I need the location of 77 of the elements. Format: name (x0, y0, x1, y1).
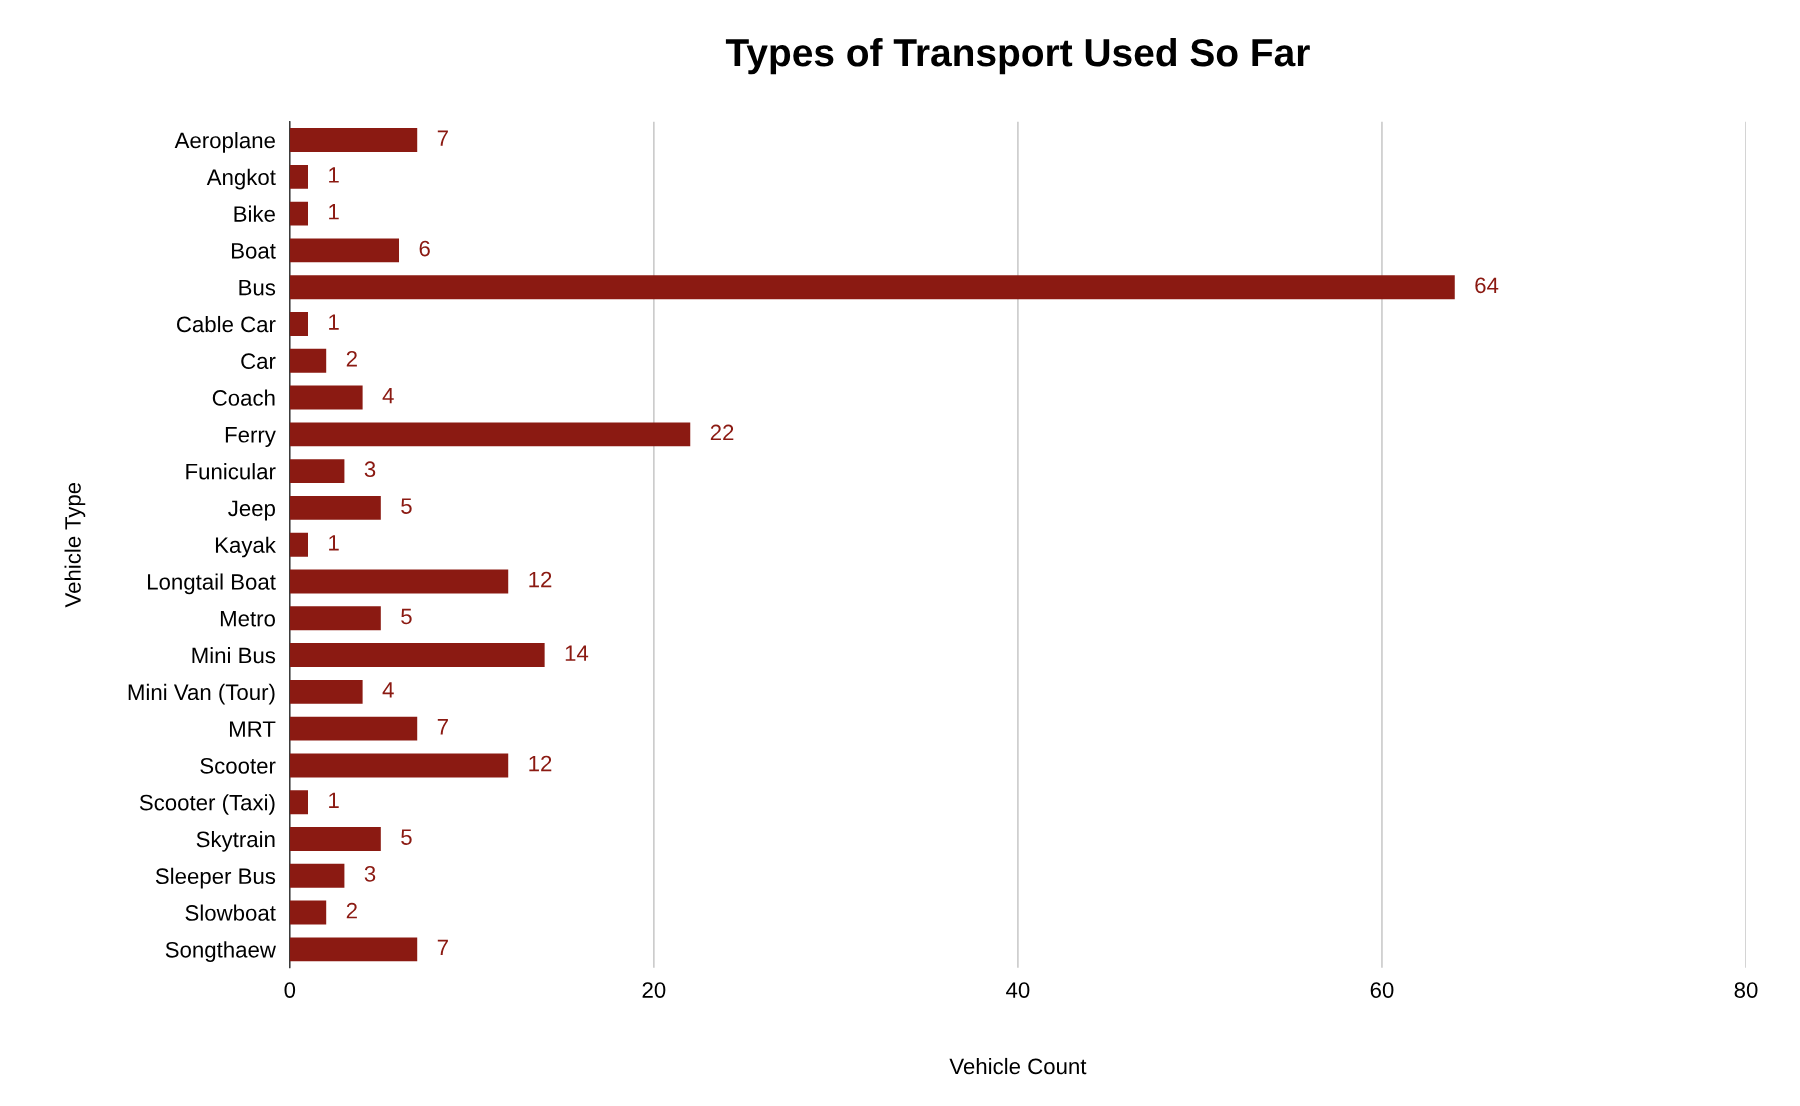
y-tick-label: Bus (239, 279, 276, 296)
data-label: 7 (437, 939, 448, 956)
y-tick-label: Bike (234, 205, 275, 222)
y-tick-label: Boat (232, 243, 276, 259)
y-tick-label: Sleeper Bus (155, 867, 276, 889)
data-label: 1 (329, 204, 339, 220)
x-tick-label: 40 (1006, 982, 1030, 998)
bar (289, 238, 400, 263)
bar (289, 827, 381, 851)
data-label: 3 (364, 866, 376, 882)
y-tick-label: Metro (220, 611, 275, 627)
data-label: 64 (1475, 277, 1499, 294)
y-tick-label: Coach (212, 389, 275, 406)
y-tick-label: Scooter (200, 757, 276, 774)
y-tick-label: Kayak (215, 536, 276, 558)
data-label: 2 (346, 351, 357, 367)
data-label: 7 (437, 719, 448, 735)
bar (289, 422, 691, 447)
y-tick-label: Ferry (225, 427, 276, 448)
y-tick-label: Aeroplane (174, 132, 275, 153)
bar (289, 532, 308, 557)
bar (289, 128, 418, 153)
bar (289, 753, 509, 778)
x-tick-label: 0 (284, 982, 296, 998)
y-tick-label: Scooter (Taxi) (139, 794, 275, 815)
data-label: 5 (401, 608, 412, 625)
data-label: 2 (346, 902, 357, 919)
data-label: 1 (329, 535, 339, 551)
data-label: 12 (529, 571, 552, 588)
y-tick-label: Funicular (186, 463, 276, 480)
data-label: 1 (329, 792, 339, 808)
x-tick-label: 20 (642, 982, 666, 998)
bar (289, 937, 418, 962)
bar (289, 569, 509, 594)
chart-title: Types of Transport Used So Far (725, 37, 1310, 75)
data-label: 1 (329, 314, 339, 330)
data-label: 6 (419, 240, 430, 257)
data-label: 22 (710, 424, 734, 441)
y-tick-label: Angkot (206, 168, 276, 190)
bar (289, 275, 1455, 300)
y-axis-title: Vehicle Type (64, 482, 86, 608)
bar (289, 348, 327, 373)
bar (289, 312, 308, 336)
data-label: 7 (437, 130, 448, 146)
x-tick-label: 80 (1734, 982, 1758, 998)
y-tick-label: Longtail Boat (148, 573, 276, 595)
y-tick-label: Slowboat (185, 904, 276, 921)
x-axis-title: Vehicle Count (949, 1057, 1087, 1075)
bar (289, 385, 363, 410)
x-tick-label: 60 (1370, 982, 1394, 998)
y-tick-label: Mini Bus (192, 647, 276, 664)
data-label: 4 (382, 388, 394, 404)
bar (289, 459, 345, 484)
bar (289, 643, 545, 668)
bar (289, 495, 381, 520)
bar (289, 900, 327, 925)
y-tick-label: Cable Car (177, 315, 276, 333)
bar (289, 164, 308, 189)
data-label: 1 (329, 167, 339, 183)
bar (289, 679, 363, 704)
data-label: 3 (364, 461, 376, 478)
bar (289, 790, 308, 815)
data-label: 5 (401, 829, 412, 845)
data-label: 5 (401, 498, 412, 514)
y-tick-label: Jeep (228, 500, 275, 521)
y-tick-label: Car (241, 353, 276, 370)
bar (289, 863, 345, 888)
y-tick-label: Songthaew (165, 941, 276, 963)
bar (289, 606, 381, 631)
bar (289, 201, 308, 226)
y-tick-label: Skytrain (196, 830, 275, 852)
y-tick-label: MRT (229, 721, 276, 737)
data-label: 4 (382, 682, 394, 698)
bar (289, 716, 418, 741)
y-tick-label: Mini Van (Tour) (128, 683, 275, 705)
data-label: 14 (565, 645, 589, 661)
data-label: 12 (529, 755, 552, 772)
